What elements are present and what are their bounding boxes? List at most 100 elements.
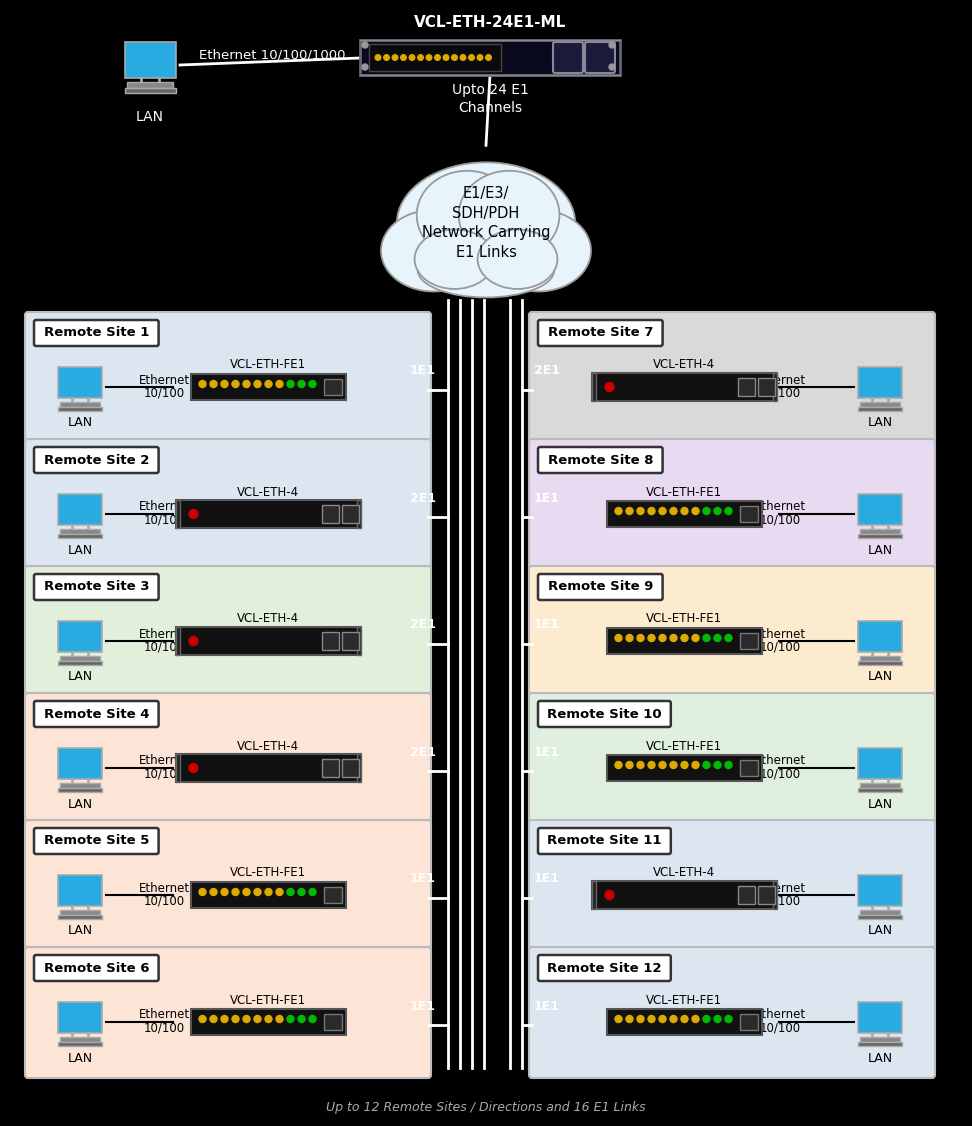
Text: 1E1: 1E1: [534, 1000, 560, 1012]
Text: 1E1: 1E1: [534, 492, 560, 504]
FancyBboxPatch shape: [738, 378, 754, 396]
Circle shape: [670, 1016, 677, 1022]
Text: LAN: LAN: [867, 544, 892, 556]
FancyBboxPatch shape: [740, 633, 757, 649]
Circle shape: [243, 888, 250, 895]
FancyBboxPatch shape: [127, 82, 173, 88]
Text: 10/100: 10/100: [144, 1021, 185, 1035]
FancyBboxPatch shape: [60, 528, 100, 534]
FancyBboxPatch shape: [858, 1042, 902, 1046]
FancyBboxPatch shape: [858, 534, 902, 538]
Text: LAN: LAN: [136, 110, 164, 124]
Circle shape: [392, 55, 398, 61]
FancyBboxPatch shape: [538, 574, 663, 600]
Circle shape: [189, 509, 198, 518]
FancyBboxPatch shape: [341, 759, 359, 777]
Circle shape: [309, 1016, 316, 1022]
Text: 10/100: 10/100: [759, 386, 801, 400]
Circle shape: [287, 381, 294, 387]
FancyBboxPatch shape: [757, 378, 775, 396]
Text: Ethernet 10/100/1000: Ethernet 10/100/1000: [198, 48, 345, 62]
Text: Remote Site 7: Remote Site 7: [547, 327, 653, 340]
Text: 2E1: 2E1: [410, 618, 436, 632]
Text: VCL-ETH-FE1: VCL-ETH-FE1: [230, 993, 306, 1007]
Circle shape: [254, 1016, 261, 1022]
Circle shape: [692, 1016, 699, 1022]
Text: 2E1: 2E1: [410, 745, 436, 759]
Circle shape: [725, 508, 732, 515]
FancyBboxPatch shape: [176, 754, 361, 781]
FancyBboxPatch shape: [60, 910, 100, 914]
Circle shape: [648, 508, 655, 515]
Ellipse shape: [477, 230, 557, 289]
FancyBboxPatch shape: [858, 749, 902, 779]
FancyBboxPatch shape: [324, 1015, 341, 1030]
Circle shape: [681, 508, 688, 515]
FancyBboxPatch shape: [34, 701, 158, 727]
Text: VCL-ETH-FE1: VCL-ETH-FE1: [646, 993, 722, 1007]
Circle shape: [232, 888, 239, 895]
Circle shape: [243, 1016, 250, 1022]
Text: Ethernet: Ethernet: [138, 754, 190, 768]
Ellipse shape: [486, 209, 591, 292]
FancyBboxPatch shape: [176, 627, 180, 655]
Circle shape: [681, 761, 688, 769]
Text: Upto 24 E1
Channels: Upto 24 E1 Channels: [452, 83, 529, 115]
Circle shape: [626, 508, 633, 515]
FancyBboxPatch shape: [34, 447, 158, 473]
FancyBboxPatch shape: [592, 373, 596, 401]
FancyBboxPatch shape: [58, 534, 102, 538]
Text: LAN: LAN: [867, 670, 892, 683]
Text: 10/100: 10/100: [759, 641, 801, 653]
Text: 1E1: 1E1: [410, 873, 436, 885]
FancyBboxPatch shape: [858, 622, 902, 652]
Text: 10/100: 10/100: [759, 1021, 801, 1035]
Text: 2E1: 2E1: [410, 492, 436, 504]
Circle shape: [648, 1016, 655, 1022]
FancyBboxPatch shape: [176, 500, 361, 528]
Circle shape: [199, 888, 206, 895]
Circle shape: [210, 381, 217, 387]
Ellipse shape: [397, 162, 575, 285]
FancyBboxPatch shape: [322, 504, 338, 522]
Circle shape: [460, 55, 466, 61]
Text: Ethernet: Ethernet: [754, 1009, 806, 1021]
Circle shape: [400, 55, 406, 61]
Circle shape: [287, 1016, 294, 1022]
Text: LAN: LAN: [67, 417, 92, 429]
Text: Remote Site 12: Remote Site 12: [547, 962, 662, 974]
FancyBboxPatch shape: [60, 655, 100, 661]
Circle shape: [609, 42, 615, 48]
Circle shape: [418, 55, 423, 61]
Circle shape: [692, 634, 699, 642]
FancyBboxPatch shape: [58, 1002, 102, 1034]
Text: Ethernet: Ethernet: [138, 882, 190, 894]
Text: LAN: LAN: [67, 797, 92, 811]
Text: LAN: LAN: [67, 544, 92, 556]
FancyBboxPatch shape: [757, 886, 775, 904]
FancyBboxPatch shape: [529, 439, 935, 570]
FancyBboxPatch shape: [176, 500, 180, 528]
Text: 10/100: 10/100: [759, 768, 801, 780]
Text: 10/100: 10/100: [144, 513, 185, 527]
Circle shape: [703, 1016, 710, 1022]
Text: Remote Site 1: Remote Site 1: [44, 327, 149, 340]
Text: 1E1: 1E1: [534, 745, 560, 759]
FancyBboxPatch shape: [607, 756, 761, 781]
FancyBboxPatch shape: [124, 42, 176, 78]
FancyBboxPatch shape: [25, 312, 431, 443]
FancyBboxPatch shape: [58, 661, 102, 665]
Circle shape: [265, 1016, 272, 1022]
FancyBboxPatch shape: [740, 1015, 757, 1030]
FancyBboxPatch shape: [176, 627, 361, 655]
Text: 10/100: 10/100: [759, 894, 801, 908]
Text: Remote Site 3: Remote Site 3: [44, 581, 149, 593]
FancyBboxPatch shape: [607, 1009, 761, 1035]
Circle shape: [703, 508, 710, 515]
Circle shape: [254, 888, 261, 895]
FancyBboxPatch shape: [34, 955, 158, 981]
Text: Remote Site 8: Remote Site 8: [547, 454, 653, 466]
Circle shape: [626, 634, 633, 642]
Circle shape: [486, 55, 491, 61]
Text: LAN: LAN: [67, 670, 92, 683]
